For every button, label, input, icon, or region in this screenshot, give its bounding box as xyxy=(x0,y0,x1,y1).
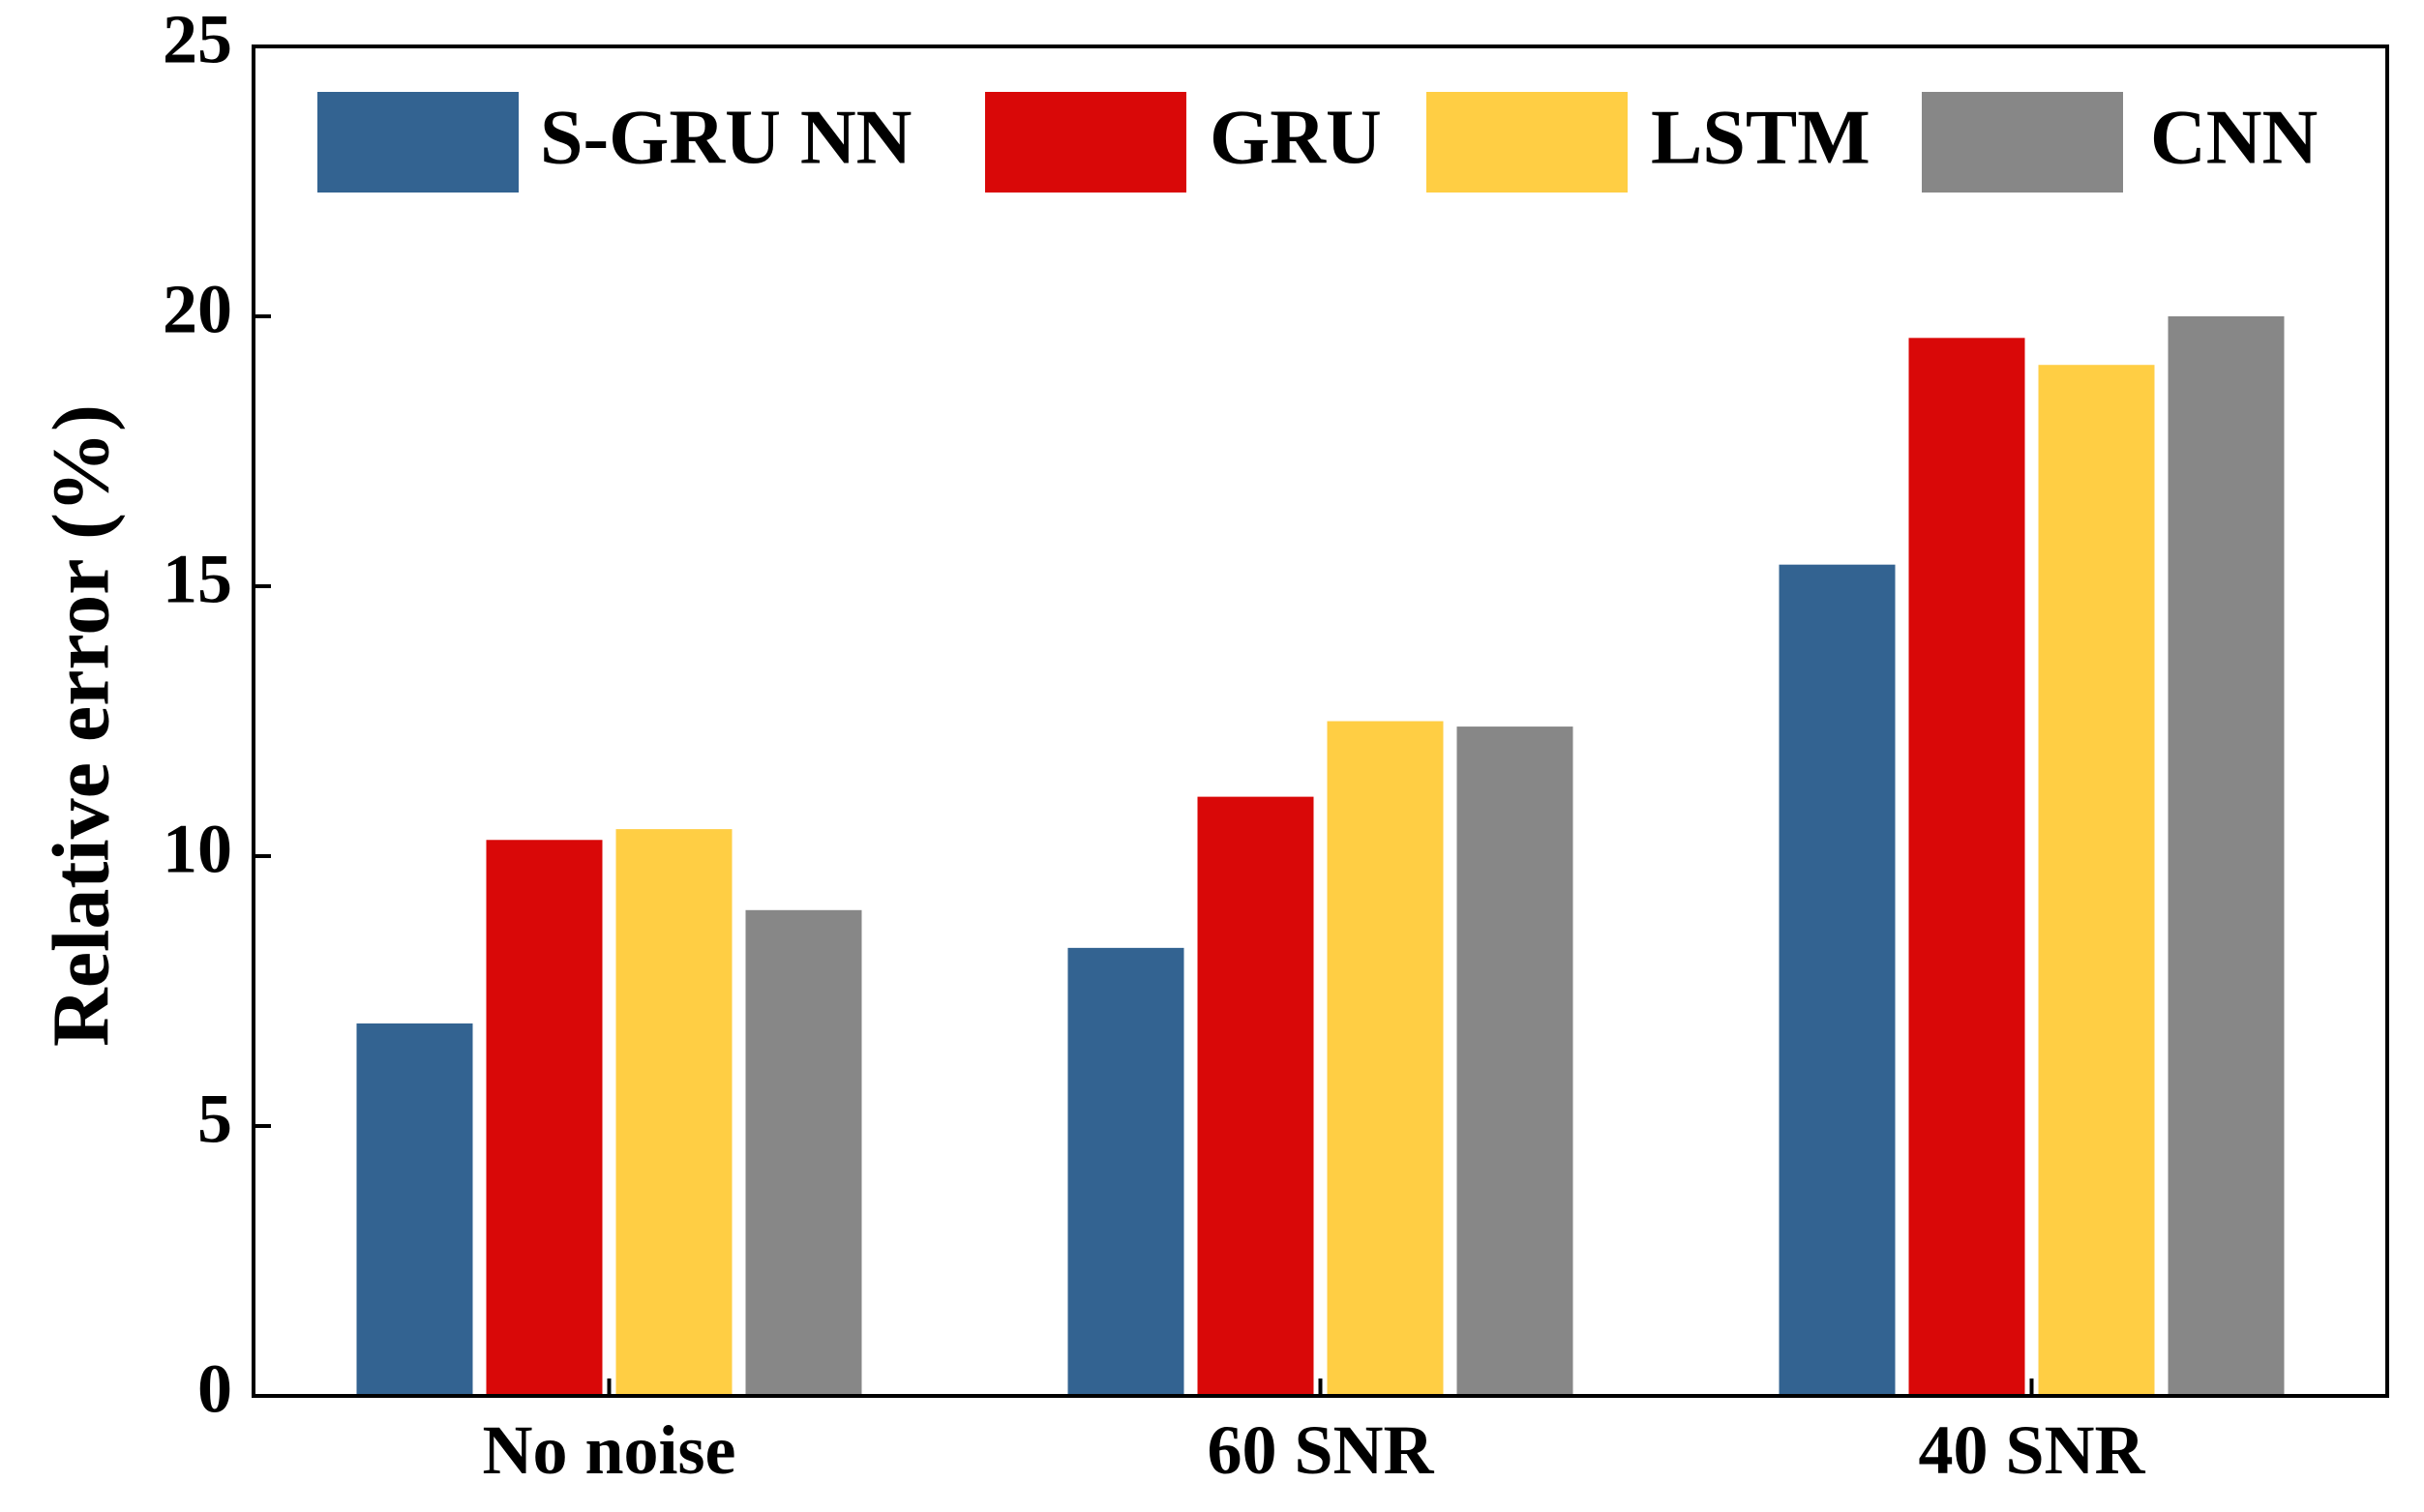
bar xyxy=(1067,947,1184,1396)
bar xyxy=(1327,721,1444,1396)
bar xyxy=(2038,365,2155,1397)
legend-swatch xyxy=(1426,92,1628,193)
bars-layer xyxy=(356,316,2285,1397)
y-tick-label: 25 xyxy=(163,1,232,78)
y-tick-label: 20 xyxy=(163,271,232,348)
bar xyxy=(1197,796,1314,1396)
legend-swatch xyxy=(1922,92,2123,193)
bar xyxy=(1908,338,2025,1396)
bar xyxy=(1779,564,1896,1396)
y-tick-label: 10 xyxy=(163,811,232,888)
bar xyxy=(745,909,862,1396)
x-tick-label: No noise xyxy=(482,1411,735,1489)
legend-label: S-GRU NN xyxy=(540,95,912,180)
x-tick-label: 40 SNR xyxy=(1918,1411,2145,1489)
legend-label: GRU xyxy=(1210,95,1382,180)
legend-swatch xyxy=(985,92,1186,193)
legend-label: LSTM xyxy=(1651,95,1870,180)
y-axis: 0 5 10 15 20 25 xyxy=(163,1,271,1428)
y-tick-label: 0 xyxy=(197,1350,232,1428)
bar xyxy=(615,829,733,1396)
plot-frame xyxy=(252,44,2389,1398)
x-axis: No noise 60 SNR 40 SNR xyxy=(482,1379,2146,1489)
legend-swatch xyxy=(317,92,519,193)
y-tick-label: 5 xyxy=(197,1081,232,1158)
y-axis-label: Relative error (%) xyxy=(36,404,126,1047)
x-tick-label: 60 SNR xyxy=(1207,1411,1434,1489)
bar xyxy=(486,840,603,1396)
bar xyxy=(2168,316,2285,1396)
bar xyxy=(356,1023,473,1396)
legend: S-GRU NN GRU LSTM CNN xyxy=(317,92,2318,193)
y-tick-label: 15 xyxy=(163,541,232,618)
legend-label: CNN xyxy=(2150,95,2318,180)
bar xyxy=(1456,726,1573,1396)
